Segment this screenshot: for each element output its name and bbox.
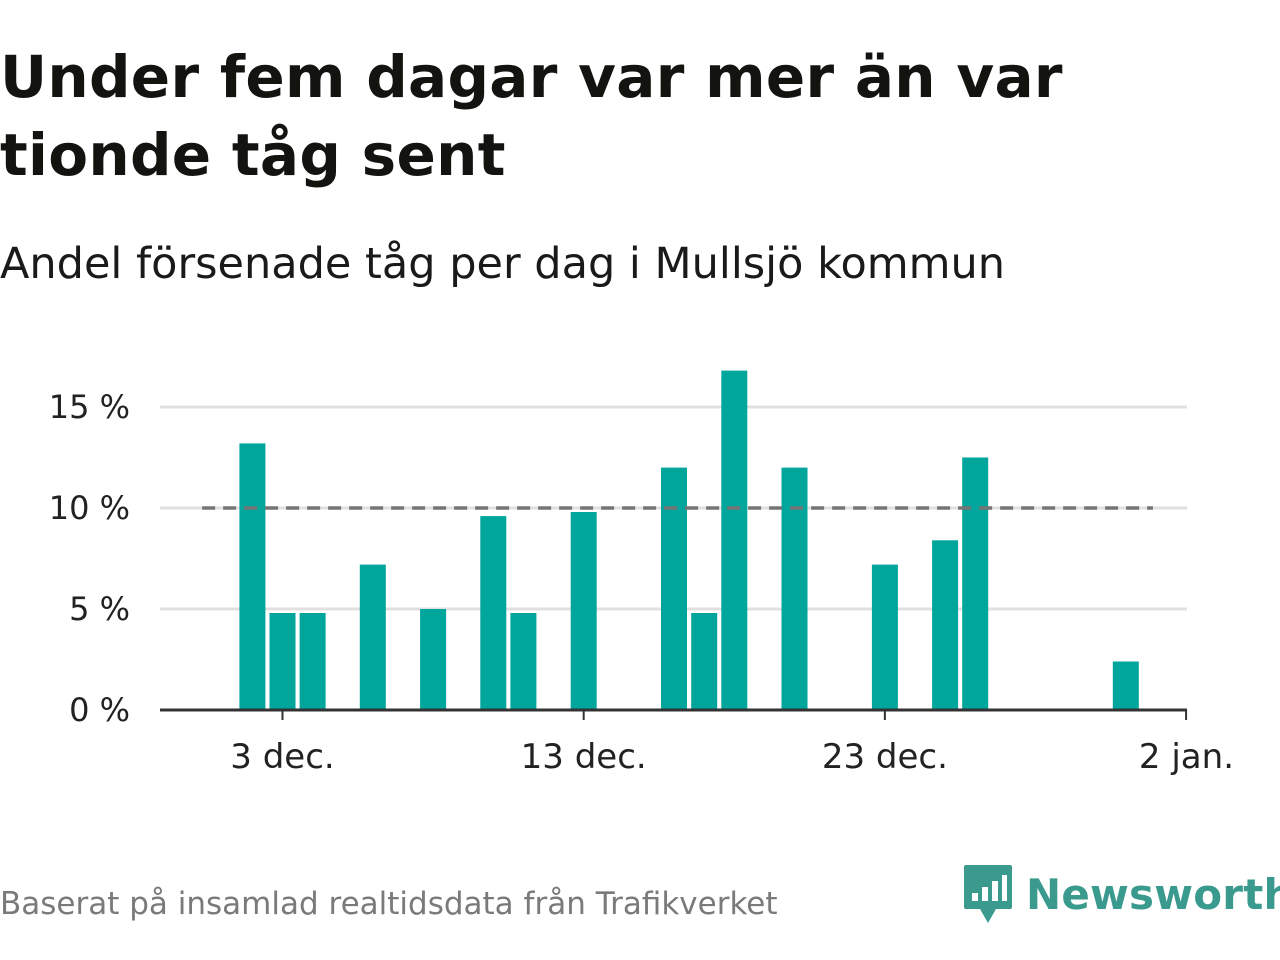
chart-subtitle: Andel försenade tåg per dag i Mullsjö ko… (0, 239, 1006, 289)
bar (661, 467, 687, 710)
x-axis (160, 708, 1188, 720)
bar (1112, 661, 1139, 710)
bars (239, 370, 1139, 710)
bar (691, 613, 718, 710)
bar (510, 613, 537, 710)
y-tick-label: 5 % (69, 590, 130, 628)
newsworthy-logo-icon (964, 865, 1012, 923)
bar (359, 564, 386, 710)
bar (420, 609, 447, 710)
page-title: Under fem dagar var mer än var tionde tå… (0, 43, 1063, 189)
y-tick-label: 15 % (49, 388, 130, 426)
y-tick-label: 10 % (49, 489, 130, 527)
source-footer: Baserat på insamlad realtidsdata från Tr… (0, 886, 778, 922)
bar (721, 370, 748, 710)
bar (269, 613, 296, 710)
bar (570, 512, 597, 710)
bar (239, 443, 266, 710)
brand-name: Newsworthy (1026, 869, 1280, 919)
x-tick-label: 23 dec. (822, 737, 948, 777)
x-tick-labels: 3 dec. 13 dec. 23 dec. 2 jan. (230, 737, 1234, 777)
bar (299, 613, 326, 710)
y-tick-labels: 0 % 5 % 10 % 15 % (49, 388, 130, 729)
x-tick-label: 3 dec. (230, 737, 334, 777)
bar (781, 467, 808, 710)
bar (871, 564, 898, 710)
bar-chart: 0 % 5 % 10 % 15 % 3 dec. 13 dec. 23 dec. 2 jan… (49, 370, 1234, 777)
bar (962, 457, 989, 710)
x-tick-label: 13 dec. (521, 737, 647, 777)
bar (932, 540, 959, 710)
brand-logo[interactable]: Newsworthy (962, 862, 1280, 926)
x-tick-label: 2 jan. (1139, 737, 1234, 777)
y-tick-label: 0 % (69, 691, 130, 729)
bar (480, 516, 507, 710)
